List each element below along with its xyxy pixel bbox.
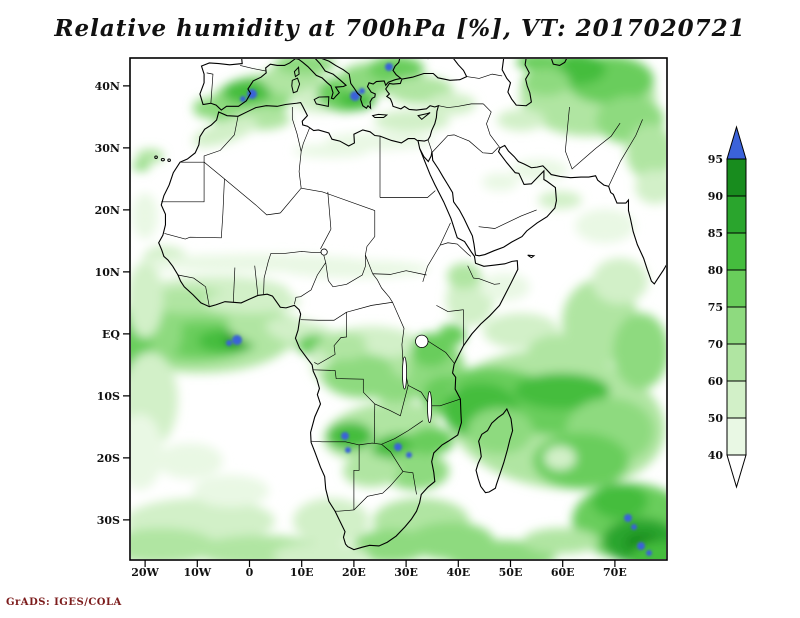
lat-tick-label: 20S (96, 451, 120, 465)
x-axis-ticks (144, 560, 616, 567)
colorbar-tick-label: 75 (707, 301, 723, 314)
plot-frame (129, 57, 668, 561)
lon-tick-label: 40E (446, 566, 471, 579)
colorbar-tick-label: 85 (707, 227, 723, 240)
lon-tick-label: 60E (550, 566, 575, 579)
lat-tick-label: 10N (94, 265, 120, 279)
lon-tick-label: 70E (603, 566, 627, 579)
colorbar (726, 125, 747, 489)
lat-tick-label: 30S (96, 513, 120, 527)
lat-tick-label: EQ (102, 327, 120, 341)
lat-tick-label: 10S (96, 389, 120, 403)
y-axis-ticks (123, 85, 130, 521)
lon-tick-label: 0 (245, 566, 254, 579)
country-borders (161, 65, 642, 511)
colorbar-tick-label: 50 (707, 412, 723, 425)
islands (155, 67, 534, 257)
lon-tick-label: 20W (131, 566, 159, 579)
lon-tick-label: 30E (394, 566, 418, 579)
colorbar-tick-label: 40 (707, 449, 723, 462)
lon-tick-label: 10E (289, 566, 314, 579)
lon-tick-label: 10W (183, 566, 212, 579)
grads-attribution: GrADS: IGES/COLA (6, 597, 122, 608)
lakes (321, 249, 432, 423)
colorbar-tick-label: 95 (707, 153, 723, 166)
colorbar-tick-label: 70 (707, 338, 723, 351)
lat-tick-label: 30N (94, 141, 120, 155)
plot-title: Relative humidity at 700hPa [%], VT: 201… (54, 15, 746, 42)
humidity-shading-field (131, 59, 666, 559)
coastlines (159, 58, 668, 550)
colorbar-tick-label: 80 (707, 264, 723, 277)
lat-tick-label: 20N (94, 203, 120, 217)
lon-tick-label: 50E (498, 566, 523, 579)
lat-tick-label: 40N (94, 79, 120, 93)
saturated-blue-pockets (226, 63, 652, 556)
lon-tick-label: 20E (342, 566, 366, 579)
colorbar-tick-label: 60 (707, 375, 723, 388)
colorbar-tick-label: 90 (707, 190, 723, 203)
